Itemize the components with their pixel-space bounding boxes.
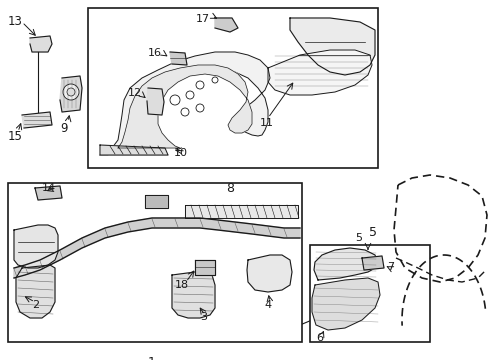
Polygon shape <box>170 52 186 65</box>
Text: 15: 15 <box>8 130 23 143</box>
Text: 9: 9 <box>60 122 67 135</box>
Bar <box>8 183 302 342</box>
Polygon shape <box>289 18 374 75</box>
Text: 13: 13 <box>8 15 23 28</box>
Text: 8: 8 <box>225 182 234 195</box>
Polygon shape <box>100 145 168 155</box>
Circle shape <box>185 91 194 99</box>
Text: 10: 10 <box>174 148 187 158</box>
Text: 3: 3 <box>200 312 206 322</box>
Text: 16: 16 <box>148 48 162 58</box>
Bar <box>88 8 377 168</box>
Text: 5: 5 <box>354 233 361 243</box>
Text: 5: 5 <box>368 226 376 239</box>
Text: 1: 1 <box>148 356 156 360</box>
Polygon shape <box>14 218 299 278</box>
Polygon shape <box>147 88 163 115</box>
Text: 11: 11 <box>260 118 273 128</box>
Polygon shape <box>313 248 377 280</box>
Polygon shape <box>60 76 82 112</box>
Circle shape <box>67 88 75 96</box>
Polygon shape <box>30 36 52 52</box>
Text: 7: 7 <box>386 262 393 272</box>
Circle shape <box>181 108 189 116</box>
Polygon shape <box>172 272 215 318</box>
Polygon shape <box>118 65 251 148</box>
Text: 4: 4 <box>264 300 270 310</box>
Polygon shape <box>195 260 215 275</box>
Polygon shape <box>100 52 269 155</box>
Polygon shape <box>361 256 383 270</box>
Text: 6: 6 <box>315 333 323 343</box>
Circle shape <box>196 81 203 89</box>
Polygon shape <box>184 205 297 218</box>
Polygon shape <box>246 255 291 292</box>
Text: 12: 12 <box>128 88 142 98</box>
Polygon shape <box>311 278 379 330</box>
Circle shape <box>212 77 218 83</box>
Polygon shape <box>14 225 58 268</box>
Polygon shape <box>145 195 168 208</box>
Text: 17: 17 <box>196 14 210 24</box>
Circle shape <box>170 95 180 105</box>
Polygon shape <box>22 112 52 128</box>
Polygon shape <box>35 186 62 200</box>
Text: 2: 2 <box>32 300 39 310</box>
Polygon shape <box>215 18 238 32</box>
Polygon shape <box>16 265 55 318</box>
Circle shape <box>196 104 203 112</box>
Circle shape <box>63 84 79 100</box>
Text: 14: 14 <box>42 183 56 193</box>
Bar <box>309 245 429 342</box>
Polygon shape <box>267 50 371 95</box>
Text: 18: 18 <box>175 280 189 290</box>
